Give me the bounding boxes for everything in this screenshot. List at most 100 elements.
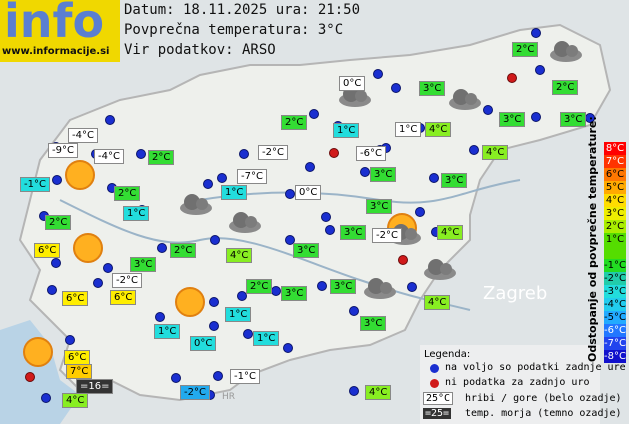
station-temp: -2°C <box>112 273 142 288</box>
station-temp: 6°C <box>62 291 89 306</box>
station-dot <box>47 285 57 295</box>
station-dot <box>535 65 545 75</box>
station-temp: -2°C <box>180 385 210 400</box>
scale-filler <box>604 246 626 259</box>
sea <box>0 320 80 424</box>
missing-dot <box>329 148 339 158</box>
sun <box>175 287 205 317</box>
city-label: Zagreb <box>483 283 548 304</box>
station-temp: 4°C <box>62 393 89 408</box>
logo-box: info www.informacije.si <box>0 0 120 62</box>
station-temp: 3°C <box>130 257 157 272</box>
station-dot <box>483 105 493 115</box>
station-temp: 3°C <box>370 167 397 182</box>
station-temp: 4°C <box>226 248 253 263</box>
station-temp: 3°C <box>330 279 357 294</box>
scale-item: -8°C <box>604 350 626 363</box>
missing-dot <box>398 255 408 265</box>
cloud <box>453 89 469 105</box>
station-dot <box>203 179 213 189</box>
station-temp: 4°C <box>424 295 451 310</box>
station-temp: -9°C <box>48 143 78 158</box>
station-dot <box>429 173 439 183</box>
station-temp: 3°C <box>499 112 526 127</box>
station-dot <box>210 235 220 245</box>
station-temp: 1°C <box>154 324 181 339</box>
station-temp: -6°C <box>356 146 386 161</box>
scale-item: 1°C <box>604 233 626 246</box>
station-dot <box>52 175 62 185</box>
missing-dot <box>507 73 517 83</box>
station-dot <box>171 373 181 383</box>
cloud <box>184 194 200 210</box>
station-temp: 4°C <box>482 145 509 160</box>
station-dot <box>325 225 335 235</box>
station-temp: 4°C <box>425 122 452 137</box>
scale-item: 8°C <box>604 142 626 155</box>
station-dot <box>373 69 383 79</box>
station-dot <box>469 145 479 155</box>
station-dot <box>209 297 219 307</box>
cloud <box>440 263 452 275</box>
legend-red-dot <box>430 379 439 388</box>
cloud <box>428 259 444 275</box>
station-temp: 3°C <box>419 81 446 96</box>
cloud <box>465 93 477 105</box>
station-temp: 3°C <box>293 243 320 258</box>
scale-item: -6°C <box>604 324 626 337</box>
station-temp: 3°C <box>281 286 308 301</box>
station-dot <box>105 115 115 125</box>
station-dot <box>155 312 165 322</box>
legend-blue-dot <box>430 364 439 373</box>
station-dot <box>531 28 541 38</box>
sun <box>23 337 53 367</box>
scale-item: 3°C <box>604 207 626 220</box>
scale-item: 6°C <box>604 168 626 181</box>
station-temp: 7°C <box>66 364 93 379</box>
station-dot <box>317 281 327 291</box>
country-shape <box>18 23 612 402</box>
station-temp: 4°C <box>365 385 392 400</box>
station-dot <box>391 83 401 93</box>
site-url: www.informacije.si <box>2 46 110 57</box>
legend-missing: ni podatka za zadnjo uro <box>445 377 590 388</box>
river <box>59 199 471 311</box>
legend-mountain-sample: 25°C <box>423 392 454 405</box>
country-label: HR <box>222 392 236 402</box>
station-temp: 1°C <box>253 331 280 346</box>
cloud <box>368 278 384 294</box>
station-temp: 2°C <box>512 42 539 57</box>
station-temp: -2°C <box>258 145 288 160</box>
station-dot <box>65 335 75 345</box>
station-temp: 2°C <box>114 186 141 201</box>
cloud <box>566 45 578 57</box>
station-dot <box>136 149 146 159</box>
scale-item: 4°C <box>604 194 626 207</box>
cloud <box>405 228 417 240</box>
cloud <box>233 212 249 228</box>
sun <box>73 233 103 263</box>
average-temp: Povprečna temperatura: 3°C <box>124 22 344 38</box>
station-dot <box>237 291 247 301</box>
station-temp: 1°C <box>333 123 360 138</box>
station-temp: 6°C <box>110 290 137 305</box>
legend-mountain: hribi / gore (belo ozadje) <box>465 393 622 404</box>
station-temp: -1°C <box>230 369 260 384</box>
station-dot <box>157 243 167 253</box>
station-temp: -4°C <box>94 149 124 164</box>
station-dot <box>217 173 227 183</box>
station-dot <box>415 207 425 217</box>
scale-item: -2°C <box>604 272 626 285</box>
station-temp: 6°C <box>64 350 91 365</box>
station-temp: 1°C <box>123 206 150 221</box>
legend-sea: temp. morja (temno ozadje) <box>465 408 622 419</box>
station-temp: 0°C <box>190 336 217 351</box>
station-temp: 3°C <box>340 225 367 240</box>
station-dot <box>360 167 370 177</box>
legend-sea-sample: =25= <box>423 408 452 419</box>
station-temp: -7°C <box>237 169 267 184</box>
station-dot <box>271 286 281 296</box>
scale-item: 7°C <box>604 155 626 168</box>
station-temp: 1°C <box>221 185 248 200</box>
